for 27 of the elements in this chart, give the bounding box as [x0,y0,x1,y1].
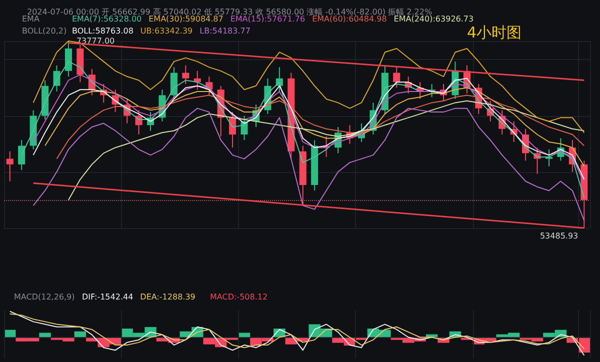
text: MACD:-508.12 [210,292,268,302]
text: DIF:-1542.44 [82,292,134,302]
text: EMA(60):60484.98 [312,14,387,24]
text: EMA(30):59084.87 [148,14,224,24]
chart-title: MACD(12,26,9) [14,292,75,302]
chart-subtitle: 2024-07-06 00:00 开 56662.99 高 57040.02 低 55779.33 收 56580.00 涨幅 -0.14%(-82.00) 振幅 2.22% [27,8,432,16]
bar [74,331,86,338]
text: EMA(15):57671.76 [230,14,306,24]
text: BOLL(20,2) [22,26,67,36]
candlestick [18,140,26,171]
text: BOLL:58763.08 [72,26,134,36]
legend-title: EMA [22,14,40,24]
text: DEA:-1288.39 [140,292,196,302]
text: 53485.93 [540,232,578,240]
text: UB:63342.39 [140,26,193,36]
candlestick [170,66,178,100]
annotation: 73777.00 [76,36,115,46]
candlestick [6,150,14,182]
text: EMA(7):56328.00 [72,14,142,24]
candlestick [64,40,72,78]
chart-title: 4小时图 [467,24,522,42]
text: EMA(240):63926.73 [394,14,474,24]
bar [39,332,51,338]
candlestick [393,66,400,88]
candlestick [545,148,552,167]
text: LB:54183.77 [200,26,250,36]
candlestick [182,64,190,85]
